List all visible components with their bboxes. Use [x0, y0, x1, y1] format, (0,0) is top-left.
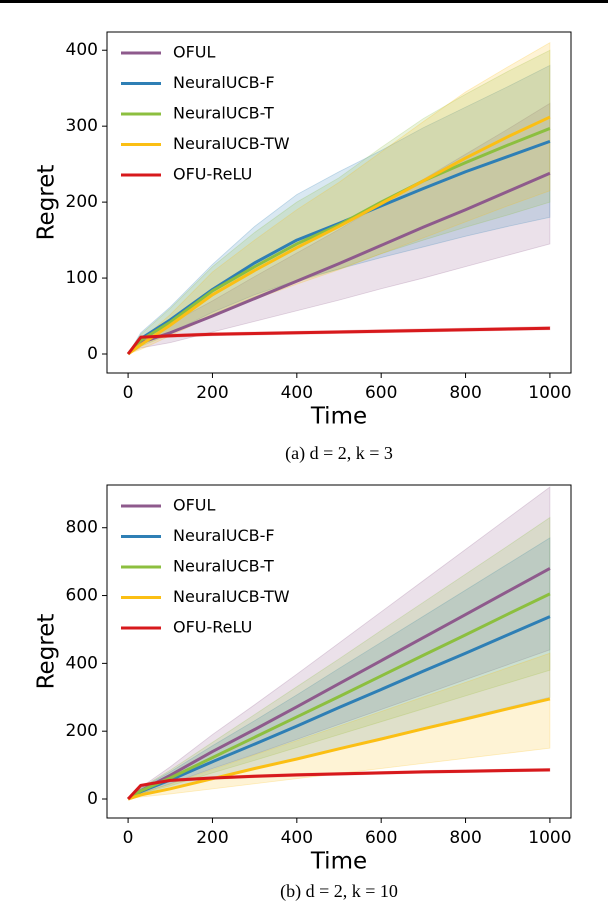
- top-rule: [0, 0, 608, 3]
- x-tick-label: 400: [281, 383, 313, 403]
- series-line: [127, 567, 551, 801]
- plot-frame: [106, 484, 572, 819]
- series-line: [127, 171, 551, 356]
- x-tick-label: 800: [449, 383, 481, 403]
- legend-label: NeuralUCB-T: [173, 104, 274, 123]
- legend-label: OFUL: [173, 43, 216, 62]
- series-line: [126, 326, 550, 355]
- legend-label: NeuralUCB-TW: [173, 134, 290, 153]
- y-tick-label: 600: [66, 586, 98, 606]
- y-tick-label: 100: [66, 268, 98, 288]
- x-axis-label: Time: [310, 849, 367, 875]
- legend-label: OFU-ReLU: [173, 165, 252, 184]
- series-line: [127, 115, 551, 356]
- y-axis-label: Regret: [34, 614, 60, 690]
- plot-frame: [106, 31, 572, 374]
- legend-label: NeuralUCB-T: [173, 557, 274, 576]
- x-tick-label: 200: [196, 383, 228, 403]
- legend-label: NeuralUCB-F: [173, 526, 275, 545]
- series-line: [126, 127, 551, 356]
- legend-label: OFUL: [173, 496, 216, 515]
- y-tick-label: 800: [66, 518, 98, 538]
- y-tick-label: 200: [66, 721, 98, 741]
- legend-label: NeuralUCB-TW: [173, 587, 290, 606]
- y-tick-label: 300: [66, 116, 98, 136]
- series-line: [127, 697, 551, 801]
- caption: (b) d = 2, k = 10: [280, 881, 398, 902]
- y-tick-label: 400: [66, 40, 98, 60]
- y-tick-label: 400: [66, 653, 98, 673]
- x-tick-label: 0: [123, 383, 134, 403]
- y-axis-label: Regret: [34, 165, 60, 241]
- legend-label: NeuralUCB-F: [173, 73, 275, 92]
- x-tick-label: 1000: [528, 828, 571, 848]
- x-tick-label: 600: [365, 383, 397, 403]
- x-tick-label: 600: [365, 828, 397, 848]
- y-tick-label: 0: [87, 344, 98, 364]
- y-tick-label: 200: [66, 192, 98, 212]
- x-tick-label: 1000: [528, 383, 571, 403]
- legend-label: OFU-ReLU: [173, 618, 252, 637]
- x-axis-label: Time: [310, 404, 367, 430]
- x-tick-label: 0: [123, 828, 134, 848]
- y-tick-label: 0: [87, 789, 98, 809]
- confidence-band: [127, 652, 551, 800]
- series-line: [126, 139, 551, 355]
- caption: (a) d = 2, k = 3: [285, 443, 393, 464]
- x-tick-label: 200: [196, 828, 228, 848]
- x-tick-label: 800: [449, 828, 481, 848]
- x-tick-label: 400: [281, 828, 313, 848]
- series-line: [126, 768, 550, 801]
